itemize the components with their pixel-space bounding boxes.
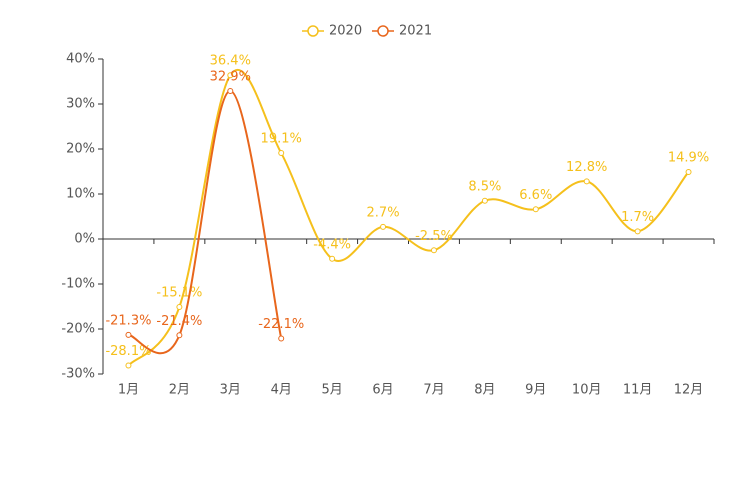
series-line [128,89,283,355]
y-tick-label: 20% [66,142,95,157]
series-line [127,68,690,367]
data-label: 14.9% [668,150,709,165]
data-point [278,150,285,157]
data-point [227,72,234,79]
data-label: -21.4% [156,314,202,329]
data-point [176,332,183,339]
data-label: -21.3% [105,313,151,328]
x-tick-label: 9月 [525,383,546,398]
data-point [227,87,234,94]
y-tick-label: 40% [66,52,95,67]
data-point [532,206,539,213]
x-tick-label: 4月 [271,383,292,398]
x-tick-label: 1月 [118,383,139,398]
y-tick-label: 10% [66,187,95,202]
data-label: 2.7% [367,205,400,220]
data-label: 6.6% [519,188,552,203]
x-tick-label: 2月 [169,383,190,398]
legend-label: 2021 [399,24,432,39]
x-tick-label: 12月 [674,383,704,398]
x-tick-label: 11月 [623,383,653,398]
y-tick-label: 30% [66,97,95,112]
x-tick-label: 6月 [372,383,393,398]
x-tick-label: 10月 [572,383,602,398]
data-label: -15.1% [156,285,202,300]
x-tick-label: 3月 [220,383,241,398]
legend-marker [307,25,319,37]
data-point [176,303,183,310]
y-tick-label: -30% [61,367,95,382]
y-tick-label: 0% [74,232,95,247]
data-point [481,197,488,204]
legend-label: 2020 [329,24,362,39]
data-point [380,223,387,230]
data-label: 12.8% [566,160,607,175]
y-tick-label: -20% [61,322,95,337]
data-point [125,362,132,369]
data-point [329,255,336,262]
data-point [685,168,692,175]
data-label: 36.4% [210,54,251,69]
data-point [430,247,437,254]
x-tick-label: 7月 [423,383,444,398]
x-tick-label: 5月 [321,383,342,398]
y-tick-label: -10% [61,277,95,292]
data-point [125,331,132,338]
data-label: 32.9% [210,69,251,84]
data-label: -2.5% [415,229,453,244]
x-tick-label: 8月 [474,383,495,398]
legend-marker [377,25,389,37]
data-label: 19.1% [261,132,302,147]
data-point [634,228,641,235]
data-point [278,335,285,342]
data-label: 1.7% [621,210,654,225]
data-label: -22.1% [258,317,304,332]
data-label: -28.1% [105,344,151,359]
data-point [583,178,590,185]
data-label: -4.4% [313,237,351,252]
data-label: 8.5% [468,179,501,194]
